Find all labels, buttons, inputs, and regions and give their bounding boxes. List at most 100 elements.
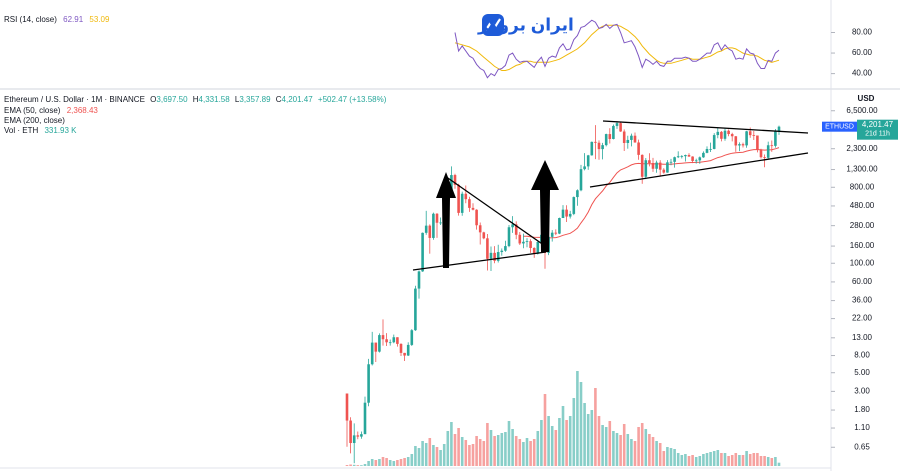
candle-body: [702, 152, 705, 158]
volume-bar: [511, 429, 514, 466]
ticker-box: [822, 121, 857, 132]
candle-body: [709, 148, 712, 150]
plot-area: 6,500.00 2,300.00 1,300.00 800.00 480.00 280.…: [345, 19, 878, 466]
volume-bar: [565, 420, 568, 466]
watermark-icon-line: [485, 18, 501, 31]
volume-bar: [486, 423, 489, 466]
rsi-line: [454, 19, 780, 79]
candle-body: [669, 161, 673, 163]
candle-body: [489, 252, 493, 259]
volume-bar: [777, 462, 781, 466]
candle-body: [392, 337, 396, 343]
ticker-label: ETHUSD: [825, 124, 854, 131]
volume-bar: [655, 441, 658, 466]
candle-body: [572, 197, 576, 214]
candle-body: [640, 154, 644, 177]
candle-body: [468, 199, 471, 208]
y-tick-label: 8.00: [854, 351, 870, 360]
rsi-name: RSI (14, close): [4, 15, 57, 24]
rsi-ma-value: 53.09: [89, 15, 110, 24]
volume-bar: [370, 459, 374, 466]
y-tick-label: 2,300.00: [846, 144, 878, 153]
candle-body: [406, 344, 410, 356]
watermark-text: ایران بروکر: [477, 15, 574, 35]
arrow: [531, 160, 559, 252]
volume-bar: [406, 457, 410, 466]
volume-bar: [547, 416, 550, 466]
volume-bar: [464, 440, 468, 466]
y-tick-label: 13.00: [852, 333, 873, 342]
candle-body: [720, 131, 723, 139]
candle-body: [345, 393, 349, 421]
volume-bar: [410, 454, 414, 466]
volume-bar: [367, 461, 370, 466]
candle-body: [561, 209, 565, 219]
volume-bar: [763, 456, 766, 466]
y-tick-label: 1.10: [854, 423, 870, 432]
candle-body: [698, 157, 702, 161]
candle-body: [590, 141, 594, 156]
volume-bar: [543, 394, 547, 466]
volume-bar: [453, 434, 457, 466]
volume-bar: [478, 439, 482, 466]
candle-body: [576, 190, 579, 198]
trendline: [412, 251, 547, 271]
candle-body: [756, 135, 759, 150]
candle-body: [694, 160, 698, 162]
candle-body: [435, 213, 439, 223]
rsi-tick-label: 60.00: [852, 48, 873, 57]
volume-bar: [691, 455, 694, 466]
candle-body: [532, 247, 536, 254]
candle-body: [597, 142, 601, 150]
volume-bar: [730, 455, 734, 466]
volume-bar: [651, 437, 655, 466]
candle-body: [716, 131, 720, 136]
candle-body: [748, 131, 752, 136]
candle-body: [464, 193, 468, 200]
candle-body: [493, 252, 496, 261]
symbol: Ethereum / U.S. Dollar · 1M · BINANCE: [4, 95, 145, 104]
volume-bar: [648, 434, 651, 466]
candle-body: [738, 144, 741, 146]
volume-bar: [396, 460, 399, 466]
candle-body: [482, 232, 486, 239]
candle-body: [741, 144, 745, 146]
volume-bar: [522, 442, 525, 466]
volume-bar: [493, 436, 496, 466]
volume-bar: [388, 460, 392, 466]
rsi-tick-label: 80.00: [852, 28, 873, 37]
price-box: [857, 119, 898, 140]
volume-bar: [633, 441, 637, 466]
volume-bar: [363, 464, 367, 466]
volume-bar: [766, 457, 770, 466]
candle-body: [766, 145, 770, 158]
volume-bar: [687, 456, 691, 466]
candle-body: [752, 135, 756, 136]
volume-bar: [608, 421, 612, 466]
volume-bar: [572, 398, 576, 466]
candle-body: [608, 134, 612, 139]
candle-body: [486, 238, 489, 259]
candle-body: [356, 435, 360, 437]
candle-body: [691, 156, 694, 161]
candle-body: [705, 148, 709, 153]
candle-body: [367, 364, 370, 403]
candle-body: [471, 207, 475, 210]
trendline: [589, 152, 809, 188]
candle-body: [518, 234, 522, 244]
candle-body: [730, 134, 734, 137]
candle-body: [374, 342, 378, 352]
volume-bar: [536, 431, 540, 466]
volume-bar: [417, 448, 421, 466]
candle-body: [414, 288, 417, 331]
y-tick-label: 160.00: [850, 241, 875, 250]
volume-bar: [594, 388, 597, 466]
candle-body: [666, 162, 669, 173]
volume-bar: [421, 441, 424, 466]
y-tick-label: 0.65: [854, 442, 870, 451]
volume-bar: [705, 453, 709, 466]
y-tick-label: 3.00: [854, 386, 870, 395]
volume-bar: [770, 458, 774, 466]
candle-body: [565, 209, 568, 217]
last-price-label: 4,201.47: [862, 120, 894, 129]
